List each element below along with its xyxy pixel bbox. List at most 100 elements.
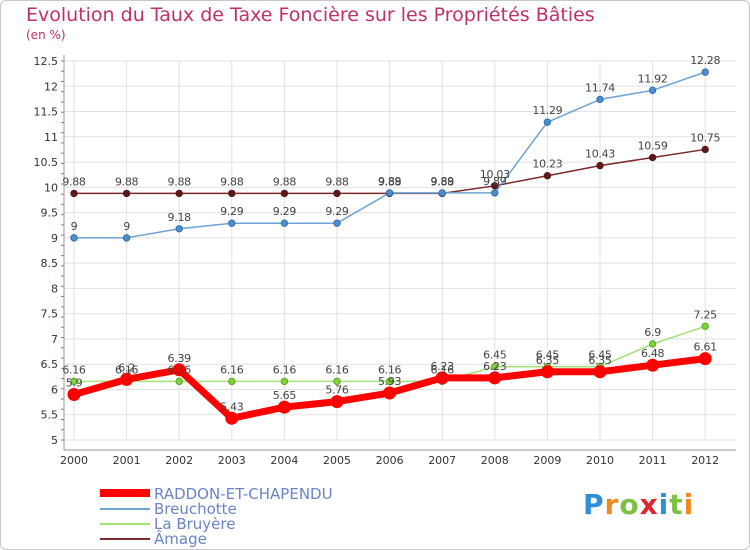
data-label-amage-2001: 9.88 [115, 175, 139, 188]
x-tick-label-0: 2000 [60, 454, 88, 467]
point-breuchotte-2001 [122, 234, 131, 242]
x-tick-label-3: 2003 [218, 454, 246, 467]
data-label-la-bruyere-2011: 6.9 [644, 326, 661, 339]
data-label-amage-2004: 9.88 [273, 175, 297, 188]
y-tick-label-14: 12 [44, 80, 58, 93]
data-label-amage-2009: 10.23 [532, 158, 562, 171]
data-label-la-bruyere-2007: 6.16 [431, 363, 455, 376]
data-label-la-bruyere-2005: 6.16 [325, 363, 349, 376]
point-amage-2002 [175, 189, 183, 198]
point-amage-2011 [648, 153, 657, 162]
point-amage-2001 [122, 189, 131, 198]
point-raddon-2010 [593, 365, 607, 379]
data-label-breuchotte-2005: 9.29 [325, 205, 349, 218]
data-label-la-bruyere-2000: 6.16 [62, 363, 86, 376]
point-la-bruyere-2003 [228, 377, 236, 386]
point-raddon-2001 [120, 372, 134, 386]
data-label-breuchotte-2004: 9.29 [273, 205, 297, 218]
point-amage-2010 [596, 161, 604, 170]
data-label-la-bruyere-2008: 6.45 [483, 349, 507, 362]
proxiti-logo: Proxiti [583, 488, 694, 521]
point-breuchotte-2012 [701, 68, 709, 76]
point-raddon-2012 [698, 352, 712, 366]
y-tick-label-12: 11 [44, 131, 58, 144]
data-label-raddon-2010: 6.35 [588, 354, 612, 367]
data-label-breuchotte-2003: 9.29 [220, 205, 244, 218]
point-la-bruyere-2005 [333, 377, 341, 386]
point-breuchotte-2008 [491, 189, 499, 197]
y-tick-label-15: 12.5 [34, 55, 59, 68]
point-breuchotte-2003 [228, 219, 236, 227]
legend-label-breuchotte: Breuchotte [154, 500, 237, 518]
point-breuchotte-2010 [596, 95, 604, 104]
data-label-breuchotte-2012: 12.28 [690, 54, 720, 67]
point-la-bruyere-2011 [648, 340, 657, 348]
logo-letter-5: t [669, 488, 684, 521]
logo-letter-6: i [683, 488, 695, 521]
point-breuchotte-2011 [648, 86, 657, 95]
data-label-breuchotte-2010: 11.74 [585, 81, 615, 94]
data-label-amage-2012: 10.75 [690, 131, 720, 144]
data-label-raddon-2011: 6.48 [641, 347, 665, 360]
data-label-raddon-2002: 6.39 [168, 352, 192, 365]
x-tick-label-2: 2002 [165, 454, 193, 467]
legend-swatch-raddon [100, 489, 150, 497]
x-tick-label-11: 2011 [639, 454, 667, 467]
data-label-raddon-2004: 5.65 [273, 389, 297, 402]
point-la-bruyere-2006 [385, 377, 394, 386]
data-label-amage-2007: 9.88 [431, 175, 455, 188]
y-tick-label-10: 10 [44, 181, 58, 194]
y-tick-label-2: 6 [51, 383, 58, 396]
x-tick-label-7: 2007 [428, 454, 456, 467]
logo-letter-3: x [639, 488, 659, 521]
data-label-la-bruyere-2002: 6.16 [168, 363, 192, 376]
legend-swatch-breuchotte [100, 508, 150, 510]
data-label-breuchotte-2006: 9.89 [378, 175, 402, 188]
legend-label-la-bruyere: La Bruyère [154, 515, 236, 533]
y-tick-label-5: 7.5 [41, 308, 59, 321]
data-label-raddon-2000: 5.9 [66, 377, 83, 390]
data-label-amage-2000: 9.88 [62, 175, 86, 188]
data-label-amage-2003: 9.88 [220, 175, 244, 188]
data-labels: 9.88 9.88 9.88 9.88 9.88 9.88 9.88 9.88 10.03 10.… [62, 54, 720, 413]
data-label-la-bruyere-2004: 6.16 [273, 363, 297, 376]
chart-title: Evolution du Taux de Taxe Foncière sur l… [26, 4, 595, 26]
data-label-la-bruyere-2009: 6.45 [536, 349, 560, 362]
point-amage-2005 [333, 189, 341, 198]
point-raddon-2007 [435, 371, 449, 385]
y-tick-label-8: 9 [51, 232, 58, 245]
point-amage-2012 [701, 145, 709, 154]
point-raddon-2003 [225, 411, 239, 425]
point-breuchotte-2009 [543, 118, 552, 126]
data-label-raddon-2003: 5.43 [220, 400, 244, 413]
data-label-la-bruyere-2001: 6.16 [115, 363, 139, 376]
data-label-breuchotte-2002: 9.18 [168, 211, 192, 224]
data-label-la-bruyere-2006: 6.16 [378, 363, 402, 376]
data-label-breuchotte-2001: 9 [123, 220, 130, 233]
point-raddon-2002 [172, 363, 186, 377]
y-tick-label-7: 8.5 [41, 257, 59, 270]
data-label-amage-2006: 9.88 [378, 175, 402, 188]
point-raddon-2004 [277, 400, 291, 414]
point-breuchotte-2007 [438, 189, 446, 197]
legend-label-amage: Âmage [154, 530, 207, 548]
x-tick-label-5: 2005 [323, 454, 351, 467]
point-amage-2004 [280, 189, 289, 198]
legend-swatch-amage [100, 538, 150, 540]
y-tick-label-11: 10.5 [34, 156, 59, 169]
series-points [67, 68, 712, 425]
point-la-bruyere-2002 [175, 377, 183, 386]
logo-letter-0: P [583, 488, 605, 521]
data-label-breuchotte-2007: 9.89 [431, 175, 455, 188]
point-breuchotte-2004 [280, 219, 289, 227]
unit-label: (en %) [26, 28, 66, 42]
point-raddon-2011 [646, 358, 660, 372]
point-amage-2000 [70, 189, 78, 198]
point-raddon-2009 [540, 365, 554, 379]
axes: 5 5.5 6 6.5 7 7.5 8 8.5 9 9.5 10 10.5 11 11.5 12 12.5 20… [34, 55, 736, 467]
x-tick-label-12: 2012 [691, 454, 719, 467]
point-raddon-2005 [330, 395, 344, 409]
data-label-raddon-2007: 6.23 [431, 360, 455, 373]
y-tick-label-6: 8 [51, 282, 58, 295]
